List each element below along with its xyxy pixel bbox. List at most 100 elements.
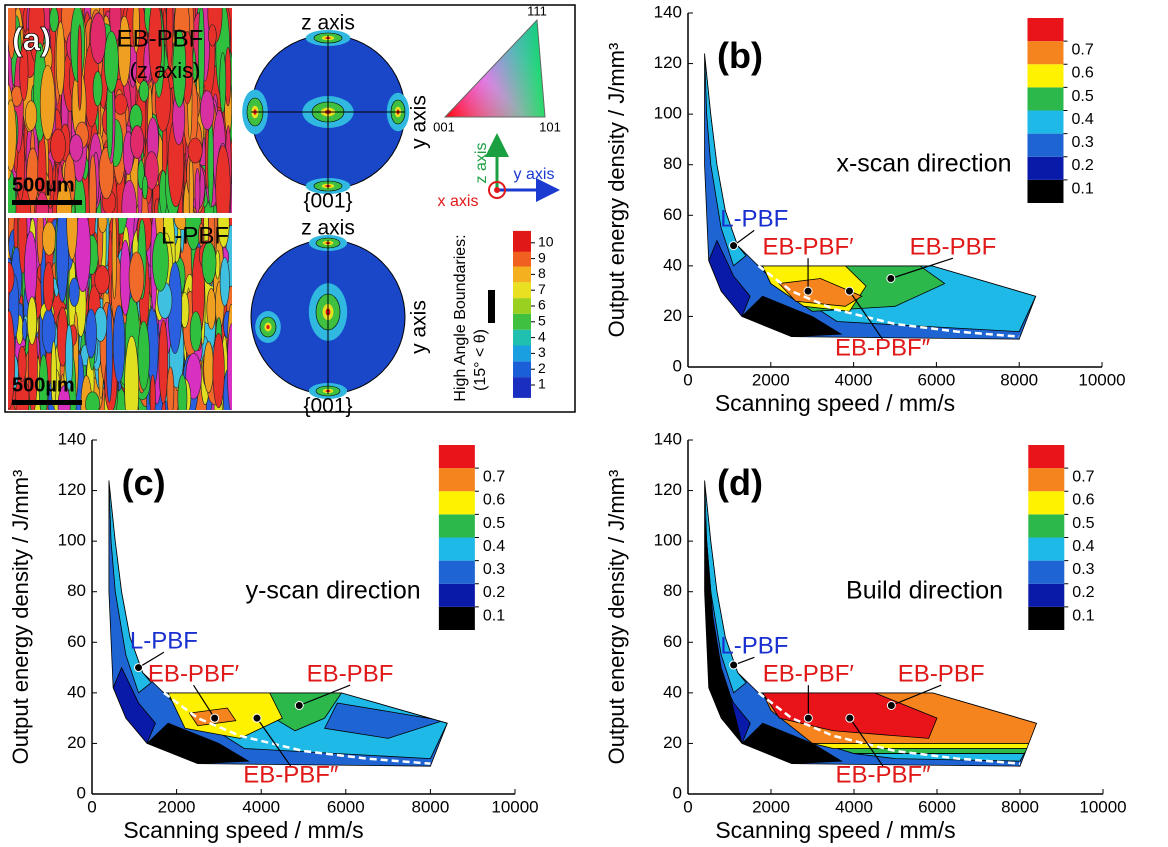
- annotation-pointer: [848, 290, 884, 340]
- x-tick-label: 10000: [491, 797, 538, 816]
- contour-outline: [704, 53, 1037, 340]
- colorbar-band: [1028, 537, 1065, 561]
- x-tick-label: 6000: [918, 797, 956, 816]
- grain: [19, 43, 29, 101]
- colorbar-band: [1028, 560, 1065, 584]
- y-tick-label: 0: [673, 783, 682, 802]
- annotation: EB-PBF: [307, 661, 394, 688]
- grain: [56, 218, 69, 303]
- boundary-line-sample: [488, 290, 495, 323]
- y-tick-label: 140: [654, 429, 682, 448]
- colorbar-label: 0.2: [483, 584, 505, 601]
- grain: [198, 8, 205, 102]
- colorbar-band: [1027, 133, 1064, 157]
- contour-field: [704, 480, 1037, 767]
- grain: [144, 151, 159, 190]
- grain: [152, 231, 169, 292]
- y-tick-label: 140: [654, 2, 682, 21]
- colorbar-band: [438, 514, 475, 538]
- grain: [55, 21, 66, 97]
- grain: [97, 218, 108, 233]
- ipf-triangle-overlay: [443, 18, 546, 118]
- annotation-point: [294, 701, 304, 710]
- contour-region: [778, 278, 863, 307]
- pole-side-label: y axis: [408, 95, 431, 149]
- chart: 0 2000 4000 6000 8000 10000 0 20 40 60 80 100 120 140…: [8, 429, 539, 843]
- grain: [201, 241, 217, 285]
- contour-region: [812, 743, 1034, 749]
- y-tick-label: 0: [673, 356, 682, 375]
- grain: [137, 320, 150, 391]
- grain: [88, 154, 97, 213]
- boundary-curve: [757, 691, 1021, 765]
- x-tick-label: 8000: [1001, 797, 1039, 816]
- colorbar-label: 0.1: [1071, 180, 1093, 197]
- colorbar-label: 7: [538, 281, 546, 297]
- boundary-curve: [163, 691, 431, 765]
- annotation: EB-PBF″: [243, 762, 339, 789]
- contour-field: [108, 480, 448, 767]
- grain: [65, 324, 74, 391]
- grain: [8, 99, 17, 172]
- colorbar-label: 0.7: [1072, 469, 1094, 486]
- colorbar-label: 0.5: [1072, 515, 1094, 532]
- annotation: EB-PBF: [910, 234, 997, 261]
- image-title: EB-PBF: [117, 25, 204, 52]
- grain: [138, 80, 150, 102]
- triangle-corner: 111: [527, 3, 547, 18]
- x-axis-title: Scanning speed / mm/s: [123, 817, 363, 843]
- grain: [206, 288, 217, 330]
- grain: [27, 296, 38, 345]
- grain: [217, 218, 230, 248]
- x-axis-title: Scanning speed / mm/s: [715, 817, 955, 843]
- grain: [50, 128, 66, 164]
- colorbar-band: [1027, 87, 1064, 111]
- colorbar-band: [513, 345, 531, 362]
- annotation: EB-PBF: [898, 661, 985, 688]
- y-tick-label: 0: [77, 783, 86, 802]
- grain: [49, 8, 59, 33]
- y-tick-label: 100: [654, 104, 682, 123]
- colorbar-band: [438, 491, 475, 515]
- colorbar-band: [1028, 445, 1065, 469]
- colorbar-label: 6: [538, 297, 546, 313]
- colorbar-label: 0.2: [1072, 584, 1094, 601]
- grain: [203, 341, 214, 394]
- contour-outline: [108, 480, 448, 767]
- grain: [17, 345, 27, 382]
- grain: [66, 218, 78, 260]
- grain: [208, 24, 217, 47]
- grain: [142, 175, 148, 200]
- pole-figures: z axis {001} y axis z axis {001} y axis: [242, 12, 431, 418]
- grain: [177, 374, 188, 410]
- annotation: EB-PBF″: [835, 335, 931, 362]
- grain: [77, 24, 83, 111]
- pole-bottom-label: {001}: [303, 395, 352, 418]
- grain: [85, 391, 100, 410]
- pole-top-label: z axis: [301, 217, 355, 240]
- y-axis-title: Output energy density / J/mm³: [8, 470, 33, 765]
- annotation-point: [845, 713, 855, 723]
- triangle-corner: 001: [433, 119, 455, 134]
- annotation-pointer: [890, 257, 954, 280]
- colorbar-band: [513, 298, 531, 314]
- annotation-point: [134, 663, 144, 673]
- contour-field: [704, 53, 1036, 340]
- annotation-point: [803, 713, 813, 723]
- x-tick-label: 2000: [752, 370, 790, 389]
- annotation: EB-PBF′: [148, 661, 240, 688]
- y-tick-label: 60: [663, 205, 682, 224]
- colorbar-band: [1027, 156, 1064, 180]
- annotation: L-PBF: [720, 206, 788, 233]
- grain: [198, 223, 205, 247]
- grain: [185, 218, 202, 251]
- x-tick-label: 0: [87, 797, 96, 816]
- panel-label: (a): [12, 21, 51, 57]
- triangle-corner: 101: [539, 119, 561, 134]
- colorbar-band: [1028, 514, 1065, 538]
- y-tick-label: 20: [67, 733, 86, 752]
- y-tick-label: 20: [663, 733, 682, 752]
- colorbar-label: 0.7: [1071, 42, 1093, 59]
- annotation-point: [886, 274, 896, 283]
